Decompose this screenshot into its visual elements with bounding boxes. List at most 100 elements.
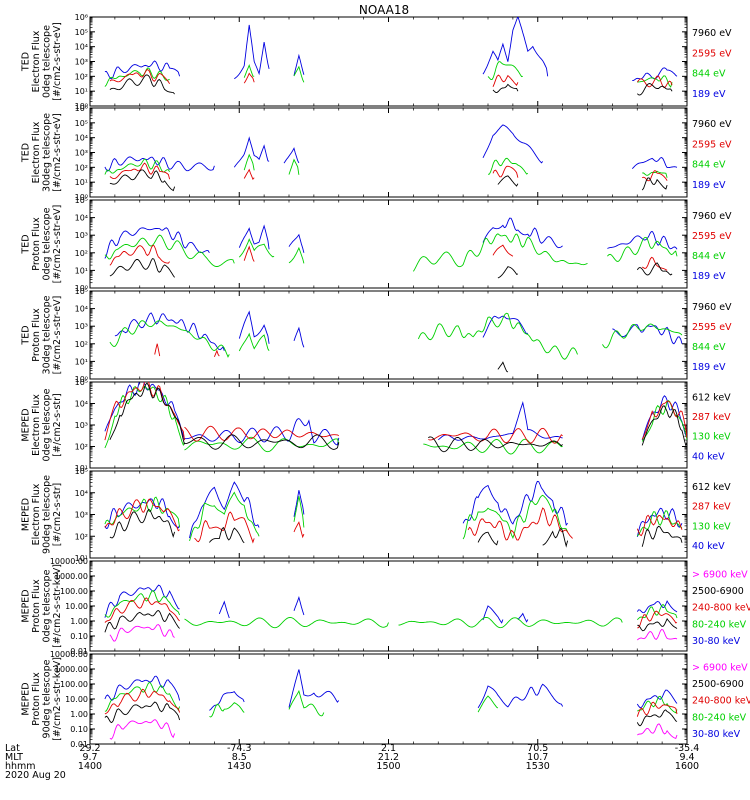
- series-40-kev: [641, 395, 687, 441]
- mlt-tick-label: 10.7: [527, 752, 548, 763]
- series-7960-ev: [641, 177, 668, 191]
- panel-4: 10⁰ 10¹ 10² 10³ 10⁴ 10⁵ TED Proton Flux 30deg te…: [20, 287, 732, 384]
- y-axis-label-line: [#/cm2-s-str-keV]: [52, 657, 63, 741]
- series-844-ev: [238, 332, 270, 352]
- hhmm-tick-label: 1430: [227, 761, 251, 772]
- series-612-kev: [641, 405, 687, 447]
- legend-entry: 30-80 keV: [692, 636, 741, 647]
- series-612-kev: [184, 434, 340, 450]
- y-tick-label: 1.00: [70, 710, 88, 719]
- legend-entry: 130 keV: [692, 521, 731, 532]
- series-844-ev: [487, 61, 523, 80]
- y-tick-label: 10⁵: [75, 28, 88, 37]
- mlt-tick-label: 8.5: [232, 752, 247, 763]
- legend-entry: 2595 eV: [692, 231, 732, 242]
- legend-entry: 240-800 keV: [692, 603, 750, 614]
- series-189-ev: [233, 136, 270, 168]
- y-axis-label-line: [#/cm2-s-str]: [52, 393, 63, 456]
- series-80-240-kev: [637, 695, 678, 714]
- series-2500-6900: [104, 701, 181, 724]
- series-189-ev: [293, 326, 305, 348]
- y-tick-label: 10⁵: [75, 119, 88, 128]
- series-2595-ev: [243, 168, 255, 181]
- lat-tick-label: -74.3: [227, 743, 252, 754]
- y-tick-label: 0.01: [70, 647, 88, 656]
- series-130-kev: [189, 491, 260, 542]
- y-axis-label-line: Proton Flux: [31, 308, 42, 362]
- panel-frame: [89, 199, 688, 289]
- panel-frame: [89, 290, 688, 380]
- series-7960-ev: [497, 361, 509, 373]
- y-tick-label: 10⁴: [75, 214, 88, 223]
- y-tick-label: 1000.00: [55, 665, 88, 674]
- y-tick-label: 10¹: [75, 87, 88, 96]
- y-axis-label-line: MEPED: [20, 589, 31, 622]
- series-group: [104, 480, 683, 548]
- y-tick-label: 10000.00: [50, 557, 88, 566]
- series-30-80-kev: [104, 584, 180, 618]
- y-axis-label-line: 0deg telescope: [41, 569, 52, 642]
- series-189-ev: [482, 124, 544, 164]
- legend-entry: 189 eV: [692, 362, 726, 373]
- y-tick-label: 10⁰: [75, 102, 88, 111]
- series-6900-kev: [637, 723, 678, 739]
- series-40-kev: [104, 498, 180, 530]
- legend-entry: 2595 eV: [692, 322, 732, 333]
- lat-tick-label: -35.4: [675, 743, 700, 754]
- y-axis-label-line: Proton Flux: [31, 579, 42, 633]
- series-189-ev: [482, 17, 549, 77]
- series-6900-kev: [109, 623, 175, 642]
- series-189-ev: [293, 53, 305, 76]
- series-612-kev: [641, 525, 683, 547]
- legend-entry: 240-800 keV: [692, 696, 750, 707]
- y-tick-label: 10⁴: [75, 489, 88, 498]
- y-axis-label-line: [#/cm2-s-str-eV]: [52, 296, 63, 375]
- series-844-ev: [602, 323, 683, 349]
- series-2500-6900: [636, 709, 678, 727]
- series-80-240-kev: [477, 695, 499, 713]
- series-80-240-kev: [209, 702, 245, 718]
- legend-entry: > 6900 keV: [692, 569, 748, 580]
- y-axis-label-line: Electron Flux: [31, 30, 42, 92]
- legend-entry: 612 keV: [692, 393, 731, 404]
- series-2595-ev: [109, 68, 170, 85]
- series-240-800-kev: [104, 597, 180, 623]
- series-6900-kev: [109, 719, 176, 740]
- series-287-kev: [293, 521, 305, 539]
- y-tick-label: 10³: [75, 149, 88, 158]
- series-130-kev: [104, 385, 185, 449]
- y-axis-label-line: 0deg telescope: [41, 25, 52, 98]
- series-287-kev: [104, 498, 180, 532]
- lat-tick-label: 70.5: [527, 743, 548, 754]
- x-row-label: MLT: [5, 752, 23, 763]
- y-tick-label: 10²: [75, 163, 88, 172]
- series-2595-ev: [492, 165, 519, 178]
- series-189-ev: [482, 217, 563, 249]
- series-2595-ev: [492, 74, 519, 87]
- series-2595-ev: [636, 75, 673, 89]
- y-axis-label-line: [#/cm2-s-str-eV]: [52, 113, 63, 192]
- y-axis-label-line: [#/cm2-s-str-keV]: [52, 564, 63, 648]
- y-tick-label: 10⁵: [75, 287, 88, 296]
- series-130-kev: [184, 436, 340, 453]
- series-189-ev: [114, 312, 225, 351]
- series-240-800-kev: [636, 701, 678, 717]
- series-7960-ev: [109, 169, 176, 192]
- series-189-ev: [607, 231, 678, 250]
- series-844-ev: [104, 67, 170, 87]
- lat-tick-label: 2.1: [381, 743, 396, 754]
- y-tick-label: 10⁰: [75, 284, 88, 293]
- y-tick-label: 0.01: [70, 740, 88, 749]
- y-tick-label: 10.00: [65, 695, 88, 704]
- y-tick-label: 10⁰: [75, 375, 88, 384]
- series-189-ev: [288, 233, 305, 253]
- panel-frame: [89, 470, 688, 559]
- legend-entry: 189 eV: [692, 271, 726, 282]
- y-tick-label: 10³: [75, 421, 88, 430]
- legend-entry: 287 keV: [692, 502, 731, 513]
- legend-entry: 7960 eV: [692, 28, 732, 39]
- series-30-80-kev: [288, 669, 340, 708]
- y-tick-label: 10³: [75, 511, 88, 520]
- series-844-ev: [288, 158, 300, 175]
